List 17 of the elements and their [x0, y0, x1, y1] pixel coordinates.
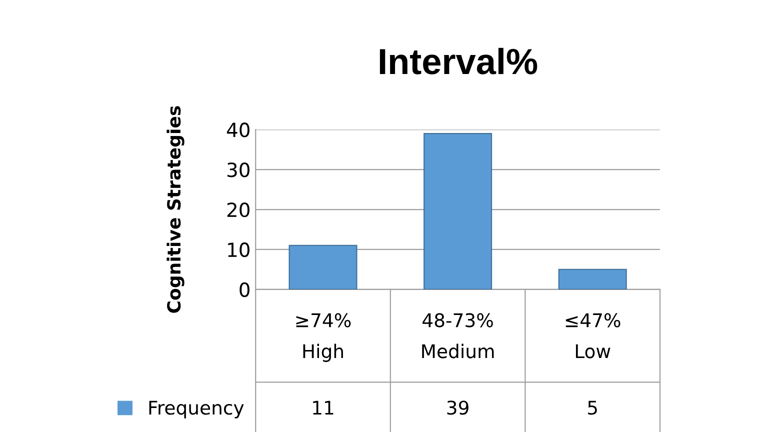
- y-tick-label: 10: [228, 242, 250, 258]
- x-tick-label: 48-73% Medium: [422, 313, 494, 358]
- data-label: 11: [313, 400, 334, 414]
- bar: [288, 244, 358, 290]
- bar: [424, 133, 492, 290]
- x-tick-label: ≥74% High: [296, 313, 351, 362]
- data-label: 5: [588, 400, 597, 415]
- y-tick-label: 0: [240, 282, 250, 298]
- legend-label: Frequency: [149, 400, 244, 418]
- y-tick-label: 30: [227, 162, 250, 178]
- y-tick-label: 20: [227, 202, 250, 218]
- y-axis-title: Cognitive Strategies: [166, 106, 184, 313]
- bar: [558, 268, 627, 290]
- data-label: 39: [447, 400, 468, 415]
- chart-title: Interval%: [380, 48, 538, 74]
- y-tick-label: 40: [226, 122, 250, 138]
- x-tick-label: ≤47% Low: [566, 313, 620, 358]
